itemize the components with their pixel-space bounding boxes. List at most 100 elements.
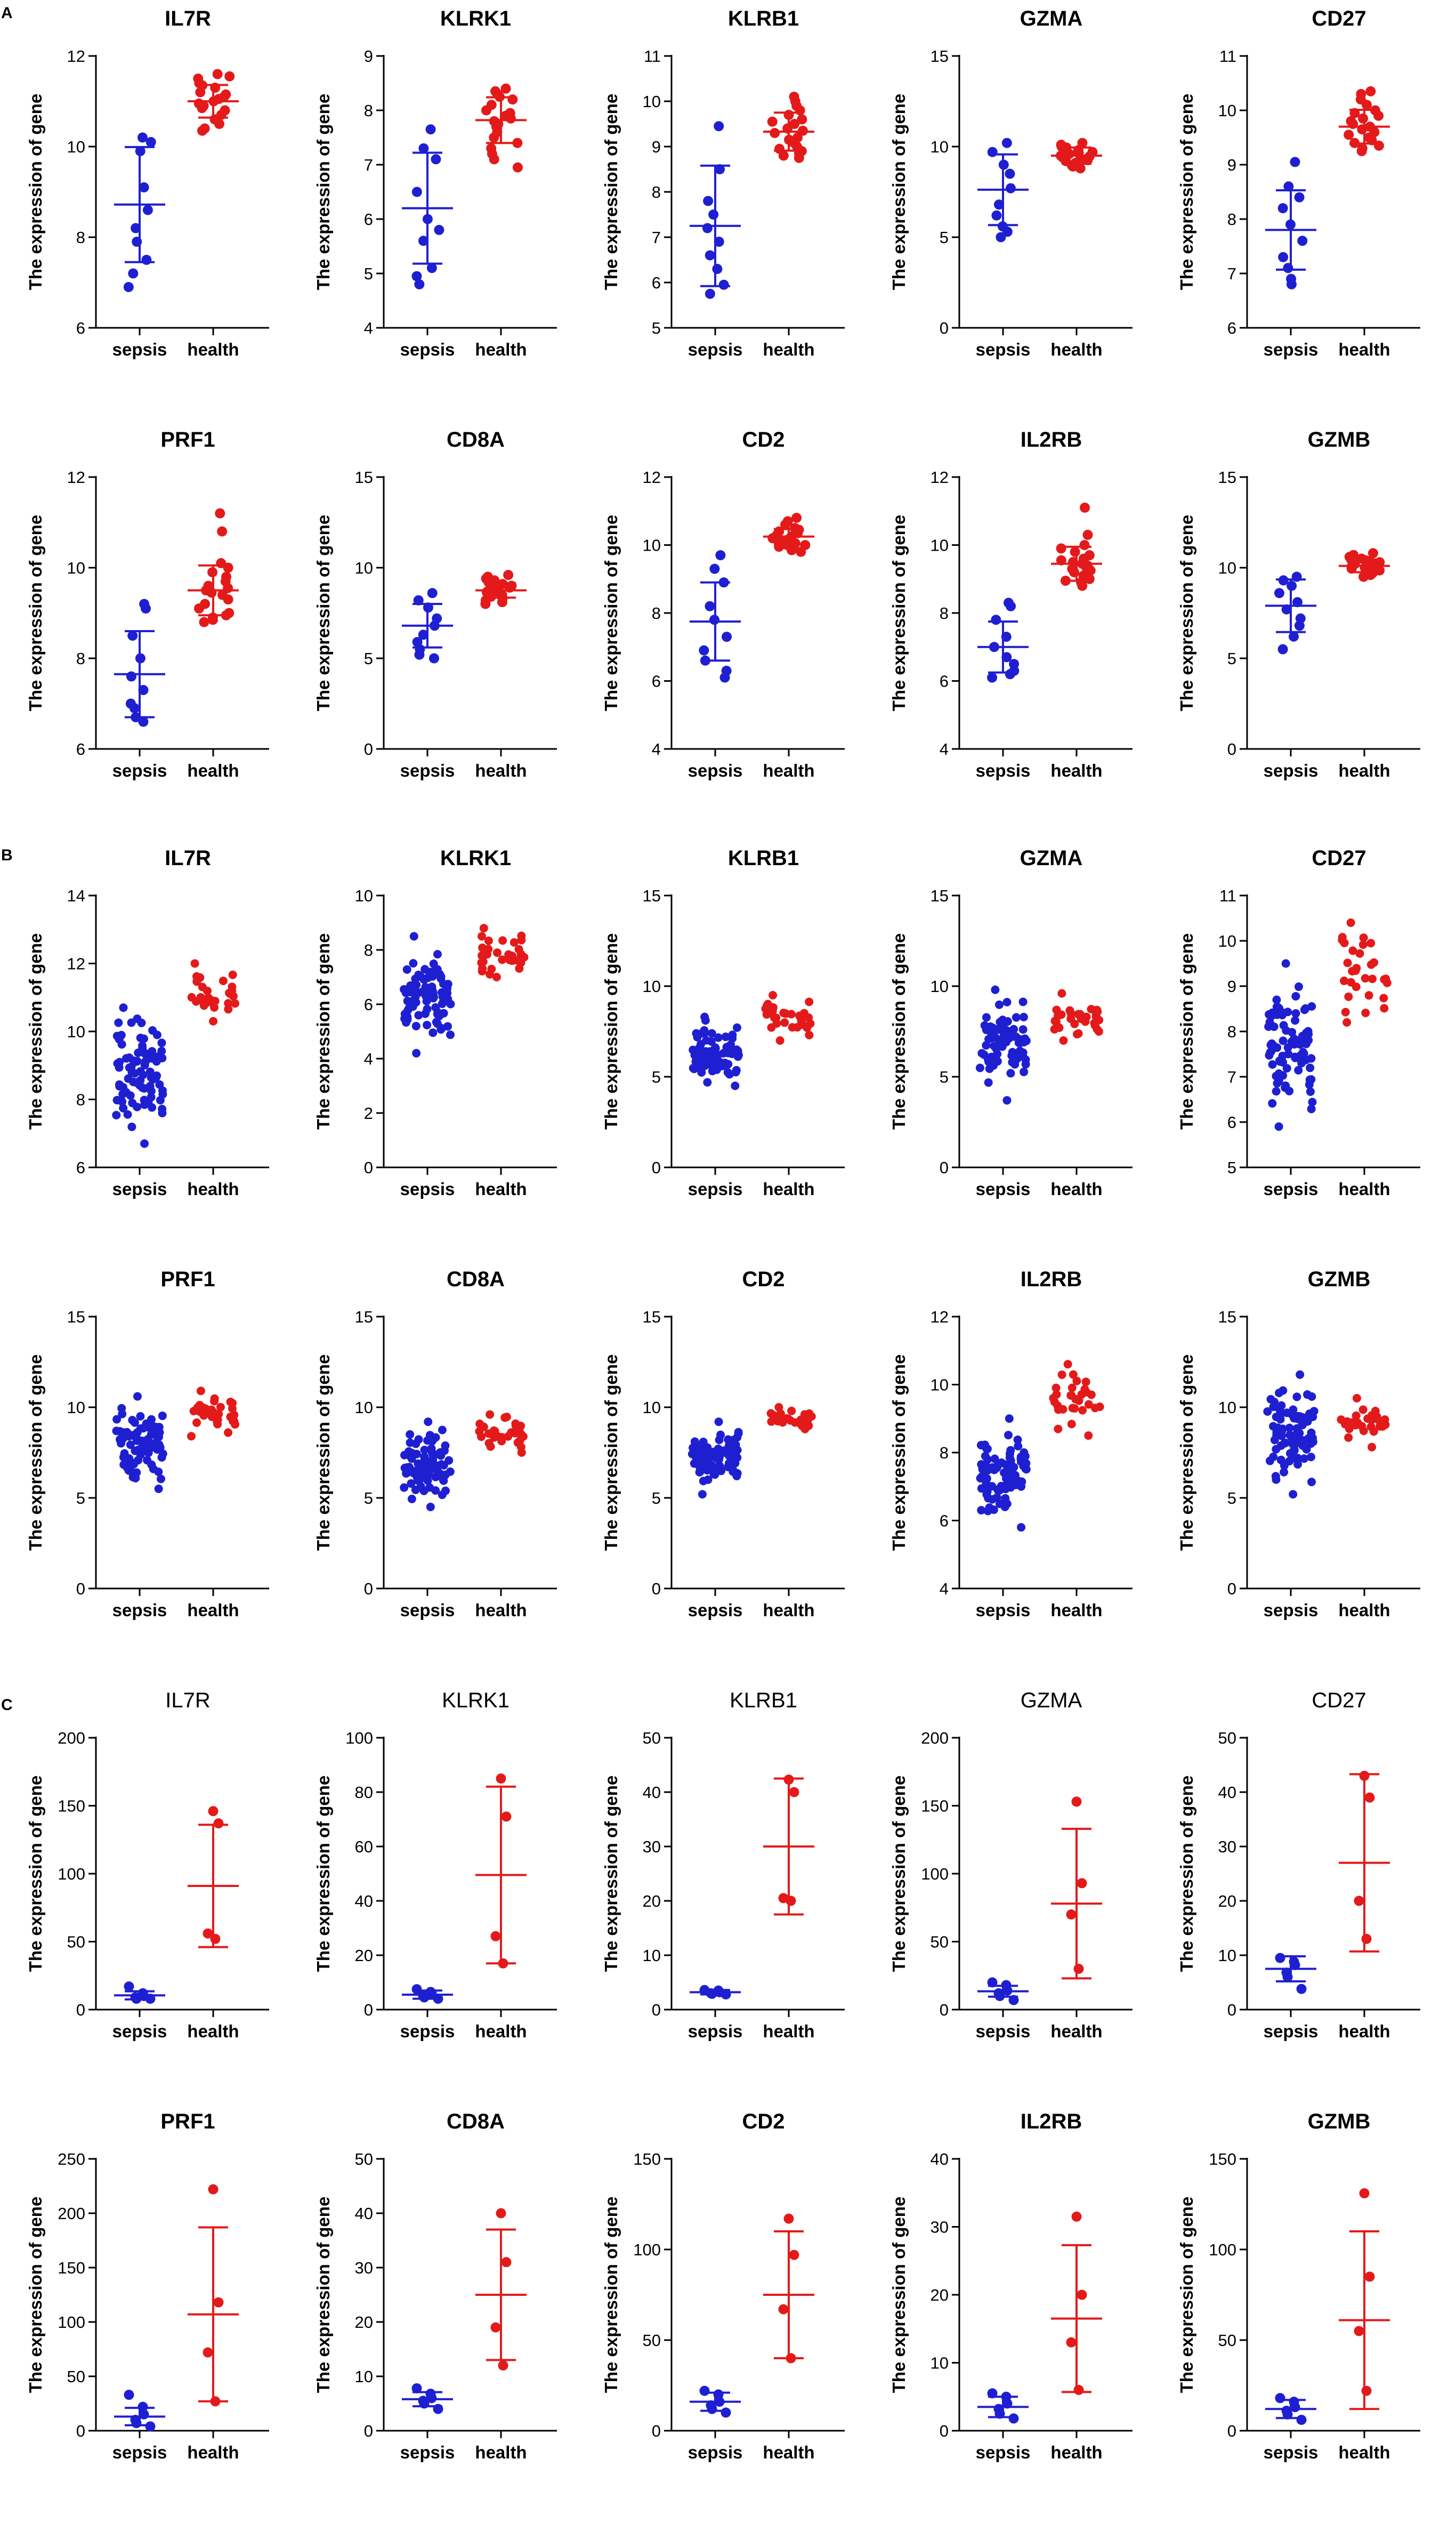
sepsis-point [1004,1431,1013,1440]
health-point [1072,1376,1081,1385]
y-tick-label: 10 [67,1022,85,1041]
y-tick-label: 0 [76,2001,85,2019]
chart-title: IL2RB [1021,2110,1082,2133]
sepsis-point [1268,1060,1277,1069]
x-tick-label-sepsis: sepsis [976,1179,1031,1199]
y-tick-label: 10 [1218,101,1236,120]
health-point [767,116,778,127]
y-tick-label: 5 [652,1068,661,1086]
y-axis-label: The expression of gene [889,515,909,712]
sepsis-point [695,1048,705,1057]
x-tick-label-sepsis: sepsis [112,1600,167,1620]
sepsis-point [690,1448,699,1457]
y-tick-label: 12 [643,468,661,487]
sepsis-point [1275,1389,1284,1398]
chart-b-prf1: PRF1 The expression of gene 0 5 10 15 sepsis he… [26,1268,269,1620]
y-axis-label: The expression of gene [26,2197,45,2393]
sepsis-point [976,1474,985,1483]
y-tick-label: 8 [652,604,661,623]
health-point [1070,546,1080,557]
y-tick-label: 40 [643,1783,661,1802]
y-tick-label: 50 [643,1729,661,1747]
y-axis-label: The expression of gene [601,2197,621,2393]
x-tick-label-sepsis: sepsis [112,2442,167,2462]
health-point [1057,1370,1066,1379]
health-point [1375,1416,1384,1425]
sepsis-point [707,1061,716,1070]
sepsis-point [124,1456,133,1465]
health-point [206,587,217,598]
sepsis-point [1292,1424,1301,1433]
y-tick-label: 0 [652,1158,661,1177]
y-tick-label: 40 [355,1892,373,1910]
y-tick-label: 9 [1227,977,1236,996]
health-point [1361,974,1370,983]
sepsis-point [1005,1414,1014,1423]
sepsis-point [714,1417,723,1426]
y-axis-label: The expression of gene [26,933,45,1130]
chart-a-klrk1: KLRK1 The expression of gene 4 5 6 7 8 9 sepsis h… [313,7,557,359]
health-point [1057,1010,1066,1019]
health-point [1090,1404,1099,1413]
sepsis-point [997,1458,1006,1467]
health-point [770,128,780,138]
sepsis-point [434,224,444,235]
sepsis-point [414,279,425,289]
y-tick-label: 0 [1227,740,1236,759]
health-point [1057,989,1066,998]
sepsis-point [420,1446,429,1455]
health-point [783,2213,794,2224]
health-point [224,1005,233,1014]
chart-a-prf1: PRF1 The expression of gene 6 8 10 12 sepsis he… [26,428,269,780]
health-point [1082,1388,1091,1397]
y-tick-label: 9 [1227,156,1236,174]
sepsis-point [117,1439,126,1448]
y-tick-label: 8 [652,183,661,201]
chart-title: GZMA [1020,7,1083,30]
sepsis-point [131,223,141,233]
y-tick-label: 20 [355,1946,373,1965]
sepsis-point [731,1451,740,1460]
x-tick-label-health: health [1338,1600,1390,1620]
y-tick-label: 10 [643,536,661,555]
chart-title: CD2 [742,1268,784,1291]
health-point [786,1896,796,1906]
x-tick-label-health: health [763,340,814,359]
y-tick-label: 5 [940,228,949,247]
health-point [1094,1027,1103,1036]
sepsis-point [1272,1475,1281,1484]
health-point [1366,939,1376,948]
sepsis-point [138,685,149,695]
sepsis-point [1300,1005,1309,1014]
sepsis-point [991,985,1000,994]
health-point [196,1386,205,1396]
sepsis-point [699,1477,708,1486]
chart-title: KLRB1 [730,1689,797,1712]
health-point [1359,933,1368,942]
y-tick-label: 30 [355,2259,373,2277]
health-point [766,1409,775,1418]
sepsis-point [1263,1407,1272,1416]
sepsis-point [411,2383,422,2393]
health-point [1352,964,1361,973]
chart-b-klrb1: KLRB1 The expression of gene 0 5 10 15 sepsis h… [601,846,845,1199]
sepsis-point [714,1033,723,1042]
health-point [490,1931,501,1941]
sepsis-point [145,1067,155,1076]
chart-a-cd8a: CD8A The expression of gene 0 5 10 15 sepsis he… [313,428,557,780]
y-tick-label: 8 [364,941,373,959]
health-point [1373,110,1384,121]
health-point [481,105,492,116]
chart-title: CD27 [1312,7,1366,30]
health-point [1366,1422,1376,1431]
x-tick-label-health: health [475,2021,527,2041]
y-tick-label: 0 [76,2422,85,2440]
y-tick-label: 50 [931,1933,949,1952]
y-tick-label: 10 [931,138,949,156]
sepsis-point [1275,1405,1284,1414]
sepsis-point [1001,652,1012,663]
sepsis-point [703,196,714,206]
health-point [1341,1007,1350,1017]
y-tick-label: 9 [652,138,661,156]
y-tick-label: 150 [633,2150,661,2168]
